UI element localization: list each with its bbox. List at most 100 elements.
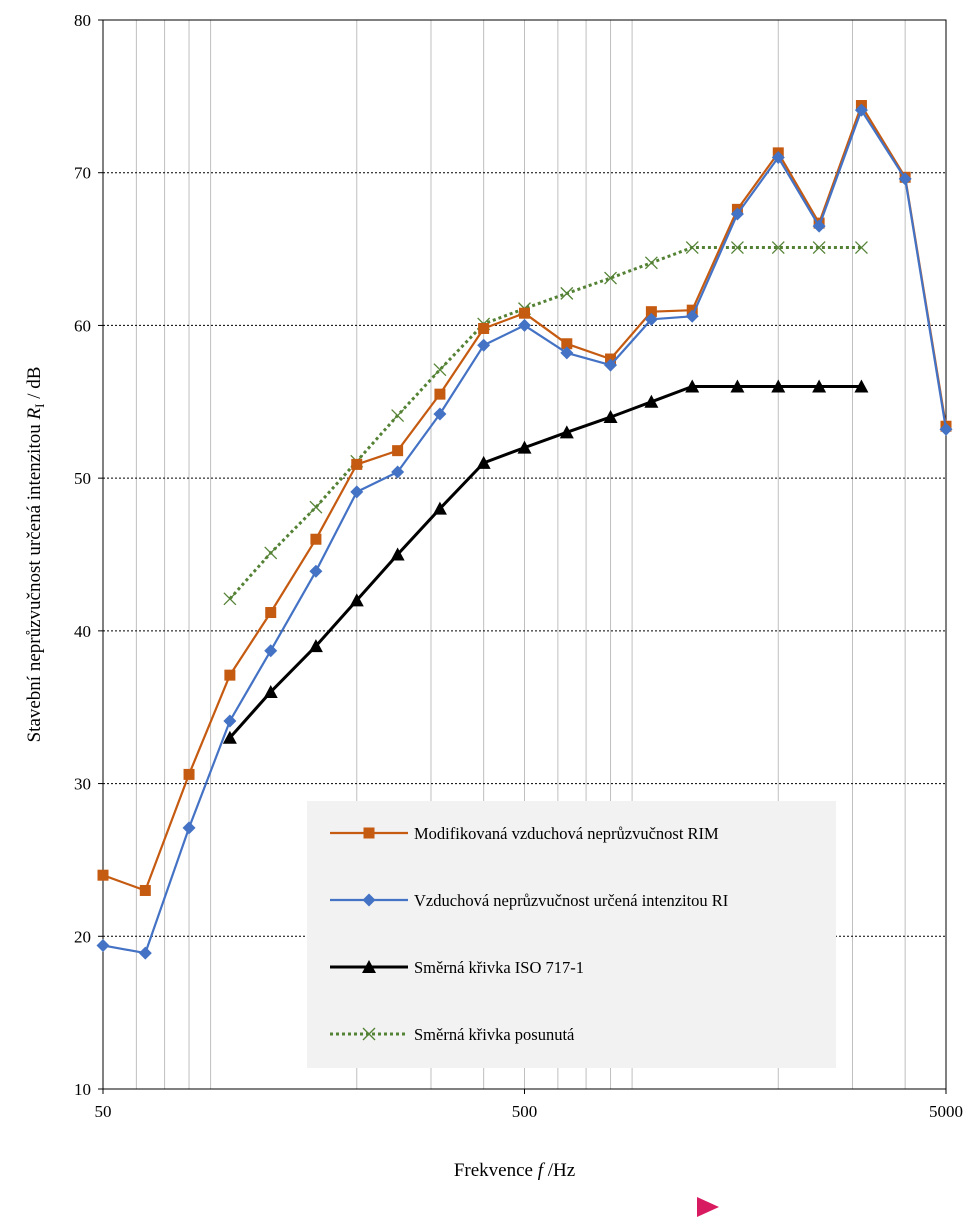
marker-stroke (812, 241, 826, 255)
data-point (685, 379, 700, 393)
y-tick-label: 60 (74, 316, 91, 335)
x-tick-label: 50 (95, 1102, 112, 1121)
data-point (685, 241, 699, 255)
x-tick-label: 5000 (929, 1102, 963, 1121)
data-point (391, 465, 405, 479)
data-point (138, 946, 152, 960)
data-point (560, 346, 574, 360)
y-axis-label-main: Stavební neprůzvučnost určená intenzitou (24, 420, 45, 743)
marker-stroke (264, 546, 278, 560)
y-tick-label: 70 (74, 164, 91, 183)
legend-marker (362, 960, 376, 973)
data-point (561, 338, 573, 350)
marker-stroke (362, 1027, 376, 1041)
legend-marker (363, 827, 375, 839)
x-axis-ticks: 50 500 5000 (95, 1089, 963, 1121)
legend-item-2: Směrná křivka ISO 717-1 (330, 958, 584, 977)
data-point (222, 730, 237, 744)
y-tick-label: 50 (74, 469, 91, 488)
data-point (603, 410, 618, 424)
y-tick-label: 30 (74, 775, 91, 794)
data-point (771, 379, 786, 393)
data-point (812, 241, 826, 255)
marker-stroke (560, 286, 574, 300)
data-point (518, 318, 531, 332)
series-3 (223, 241, 868, 606)
data-point (644, 312, 658, 326)
data-point (224, 669, 236, 681)
data-point (730, 241, 744, 255)
data-point (854, 103, 868, 117)
legend-label: Směrná křivka ISO 717-1 (414, 958, 584, 977)
data-point (771, 150, 785, 164)
data-point (310, 533, 322, 545)
x-axis-label-var: f (538, 1160, 546, 1181)
data-point (392, 445, 404, 457)
legend-item-0: Modifikovaná vzduchová neprůzvučnost RIM (330, 824, 719, 843)
data-point (96, 938, 110, 952)
legend-marker (362, 893, 376, 907)
data-point (519, 307, 530, 319)
series-2 (222, 379, 869, 744)
data-point (351, 458, 363, 470)
cursor-pointer-icon (697, 1197, 719, 1217)
marker-stroke (391, 409, 405, 422)
y-tick-label: 80 (74, 11, 91, 30)
marker-stroke (685, 241, 699, 255)
data-point (730, 379, 745, 393)
data-point (604, 358, 618, 372)
data-point (812, 379, 827, 393)
series-1 (96, 103, 953, 960)
data-point (478, 322, 490, 334)
x-axis-label: Frekvence f /Hz (454, 1160, 575, 1181)
y-tick-label: 40 (74, 622, 91, 641)
data-point (97, 869, 109, 881)
legend-item-1: Vzduchová neprůzvučnost určená intenzito… (330, 891, 728, 910)
marker-stroke (433, 363, 447, 377)
data-point (391, 409, 405, 422)
marker-stroke (771, 241, 785, 255)
data-point (433, 407, 447, 421)
y-axis-label-sub: I (32, 404, 47, 408)
data-point (265, 607, 277, 619)
marker-stroke (854, 241, 868, 255)
data-point (685, 309, 699, 323)
marker-stroke (644, 256, 658, 270)
series-line (228, 385, 862, 739)
data-point (263, 684, 278, 698)
marker-stroke (604, 271, 617, 285)
legend-items: Modifikovaná vzduchová neprůzvučnost RIM… (330, 824, 728, 1044)
marker-stroke (730, 241, 744, 255)
data-point (854, 241, 868, 255)
data-point (390, 547, 405, 561)
data-point (559, 425, 574, 439)
data-point (476, 455, 491, 469)
data-point (223, 592, 237, 606)
data-point (644, 394, 659, 408)
series-layer (96, 100, 953, 960)
marker-stroke (309, 500, 323, 514)
data-point (730, 207, 744, 221)
data-point (433, 363, 447, 377)
legend-marker (362, 1027, 376, 1041)
y-axis-label: Stavební neprůzvučnost určená intenzitou… (24, 367, 47, 743)
data-point (517, 440, 532, 454)
series-line (228, 246, 862, 600)
data-point (309, 500, 323, 514)
data-point (183, 768, 195, 780)
data-point (645, 306, 657, 318)
data-point (182, 821, 196, 835)
data-point (139, 884, 151, 896)
y-axis-ticks: 10 20 30 40 50 60 70 80 (74, 11, 103, 1099)
x-tick-label: 500 (512, 1102, 538, 1121)
data-point (432, 501, 447, 515)
data-point (604, 271, 617, 285)
data-point (264, 644, 278, 658)
data-point (434, 388, 446, 400)
data-point (854, 379, 869, 393)
data-point (477, 338, 491, 352)
y-axis-label-var: R (24, 408, 45, 421)
data-point (560, 286, 574, 300)
y-tick-label: 20 (74, 927, 91, 946)
legend-label: Vzduchová neprůzvučnost určená intenzito… (414, 891, 728, 910)
